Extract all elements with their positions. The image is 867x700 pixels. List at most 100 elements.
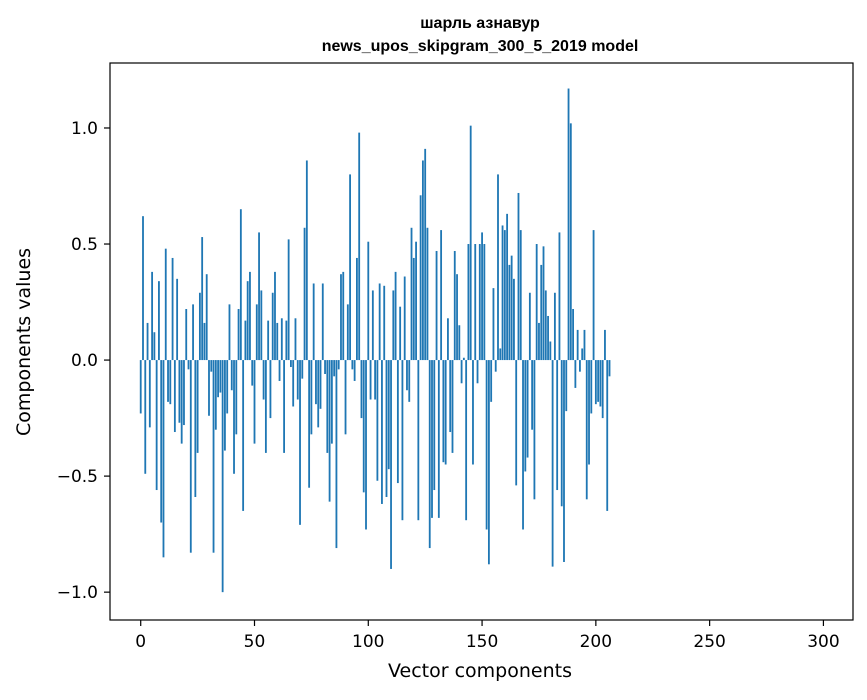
bar [219, 360, 222, 393]
bar [469, 125, 472, 361]
bar [369, 360, 372, 400]
bar [558, 232, 561, 361]
bar [526, 360, 529, 458]
bar [560, 360, 563, 507]
bar [533, 360, 536, 500]
bar [401, 360, 404, 521]
bar [590, 360, 593, 414]
bar [399, 306, 402, 361]
bar [183, 360, 185, 426]
bar [274, 271, 276, 361]
bar [519, 230, 522, 361]
x-axis-ticks: 0 50 100 150 200 250 300 [135, 620, 840, 652]
bar [201, 237, 204, 361]
bar [383, 285, 386, 361]
bar [276, 322, 279, 361]
bar [353, 360, 356, 381]
bar [472, 360, 474, 465]
bar [189, 360, 192, 553]
bar [251, 360, 254, 386]
bar [162, 360, 165, 558]
bar [287, 239, 290, 361]
bar [594, 360, 597, 405]
bar [142, 216, 144, 361]
bar [317, 360, 320, 428]
bar [406, 360, 408, 391]
bar [242, 360, 245, 511]
bar [255, 304, 258, 361]
bar [180, 360, 183, 444]
bar [178, 360, 181, 423]
bar [408, 360, 411, 402]
bar [551, 360, 554, 567]
bar [148, 360, 151, 428]
bar [538, 322, 540, 361]
bar [258, 232, 260, 361]
bar [426, 227, 429, 361]
bar [483, 244, 486, 361]
bar [176, 278, 179, 361]
bar [342, 271, 345, 361]
bar [604, 329, 606, 361]
bar [390, 360, 392, 569]
bar [597, 360, 600, 402]
bar [606, 360, 609, 511]
bar [478, 244, 481, 361]
bar [171, 257, 174, 361]
x-tick-label: 0 [135, 632, 146, 652]
bar [458, 325, 461, 361]
bar [158, 281, 160, 361]
bar [403, 276, 406, 361]
bar [547, 315, 549, 361]
bar [387, 360, 390, 470]
bar [173, 360, 176, 433]
bar [433, 360, 436, 491]
chart-subtitle: news_upos_skipgram_300_5_2019 model [322, 38, 639, 55]
bar [451, 360, 454, 453]
bar [192, 304, 194, 361]
bar [508, 264, 511, 361]
x-tick-label: 300 [807, 632, 839, 652]
bar [310, 360, 313, 435]
bar [465, 360, 468, 521]
bar [210, 360, 213, 372]
bar [262, 360, 265, 400]
y-tick-label: −1.0 [57, 583, 98, 603]
bar [540, 264, 543, 361]
bar [510, 255, 513, 361]
bar [394, 271, 397, 361]
bar [224, 360, 226, 451]
y-axis-label: Components values [13, 248, 35, 436]
bar [260, 290, 263, 361]
bar [492, 288, 495, 361]
bar [264, 360, 267, 453]
bar [351, 360, 354, 370]
bar [381, 360, 383, 504]
bar [556, 360, 559, 491]
bar [485, 360, 488, 530]
bar [194, 360, 197, 497]
bar [431, 360, 433, 518]
bar [583, 329, 586, 361]
bar [522, 360, 524, 530]
bar [585, 360, 588, 500]
bar [356, 257, 358, 361]
bar [280, 318, 283, 361]
bar [588, 360, 590, 465]
y-tick-label: −0.5 [57, 467, 98, 487]
bar [501, 225, 504, 361]
bar [576, 329, 579, 361]
bar [499, 348, 502, 361]
bar [205, 274, 208, 361]
bar [253, 360, 256, 444]
y-tick-label: 0.5 [71, 235, 98, 255]
bar [392, 290, 395, 361]
bar [246, 281, 249, 361]
bar [474, 244, 477, 361]
bar [535, 244, 538, 361]
bar [567, 88, 570, 361]
bar [164, 248, 167, 361]
bar [358, 132, 361, 361]
bar [608, 360, 611, 377]
